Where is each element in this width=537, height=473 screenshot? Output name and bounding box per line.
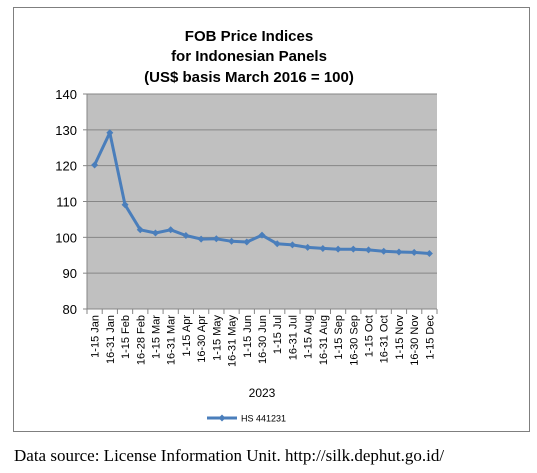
data-point-marker [425, 249, 433, 257]
x-tick-label: 1-15 Aug [303, 315, 315, 359]
data-point-marker [228, 237, 236, 245]
y-tick-label: 110 [56, 195, 77, 210]
data-point-marker [212, 235, 220, 243]
chart-title-line-3: (US$ basis March 2016 = 100) [144, 69, 354, 86]
legend-label: HS 441231 [241, 414, 286, 424]
data-source-note: Data source: License Information Unit. h… [14, 446, 445, 465]
chart-title-line-2: for Indonesian Panels [171, 48, 327, 65]
x-tick-label: 16-30 Sep [348, 315, 360, 366]
y-tick-label: 140 [55, 87, 77, 102]
data-point-marker [410, 248, 418, 256]
data-point-marker [243, 238, 251, 246]
data-point-marker [182, 232, 190, 240]
y-tick-label: 100 [55, 230, 77, 245]
x-tick-label: 16-30 Apr [196, 315, 208, 363]
data-point-marker [136, 226, 144, 234]
data-point-marker [151, 229, 159, 237]
legend-marker [218, 414, 226, 422]
x-tick-label: 1-15 Dec [424, 315, 436, 360]
data-point-marker [365, 246, 373, 254]
x-tick-label: 16-30 Jun [257, 315, 269, 364]
data-point-marker [380, 247, 388, 255]
x-tick-label: 1-15 Jan [90, 315, 102, 358]
x-tick-label: 1-15 Oct [364, 315, 376, 357]
data-point-marker [106, 129, 114, 137]
data-point-marker [319, 244, 327, 252]
x-tick-label: 16-30 Nov [409, 315, 421, 366]
data-point-marker [167, 226, 175, 234]
x-tick-label: 16-28 Feb [135, 315, 147, 365]
x-tick-label: 1-15 Feb [120, 315, 132, 359]
y-tick-label: 90 [63, 266, 77, 281]
chart-svg: FOB Price Indices for Indonesian Panels (U… [55, 28, 438, 424]
data-point-marker [395, 248, 403, 256]
x-tick-label: 1-15 Nov [394, 315, 406, 360]
data-point-marker [334, 245, 342, 253]
x-tick-label: 16-31 May [227, 315, 239, 367]
data-point-marker [197, 235, 205, 243]
data-point-marker [304, 243, 312, 251]
x-tick-label: 1-15 Jun [242, 315, 254, 358]
data-point-marker [121, 201, 129, 209]
x-tick-label: 16-31 Jan [105, 315, 117, 364]
x-tick-label: 1-15 May [211, 315, 223, 361]
data-point-marker [273, 240, 281, 248]
x-tick-label: 1-15 Mar [150, 315, 162, 359]
y-tick-label: 130 [55, 123, 77, 138]
x-tick-label: 16-31 Mar [166, 315, 178, 365]
x-tick-label: 1-15 Apr [181, 315, 193, 357]
x-tick-label: 16-31 Jul [287, 315, 299, 360]
x-tick-label: 16-31 Oct [379, 315, 391, 363]
y-tick-label: 80 [63, 302, 77, 317]
chart-frame: FOB Price Indices for Indonesian Panels (U… [13, 7, 530, 432]
x-tick-label: 16-31 Aug [318, 315, 330, 365]
x-tick-label: 1-15 Sep [333, 315, 345, 360]
y-tick-label: 120 [55, 159, 77, 174]
data-point-marker [258, 231, 266, 239]
data-point-marker [288, 241, 296, 249]
data-point-marker [91, 161, 99, 169]
x-axis-title: 2023 [249, 386, 276, 400]
chart-title-line-1: FOB Price Indices [185, 28, 313, 45]
x-tick-label: 1-15 Jul [272, 315, 284, 354]
data-point-marker [349, 245, 357, 253]
